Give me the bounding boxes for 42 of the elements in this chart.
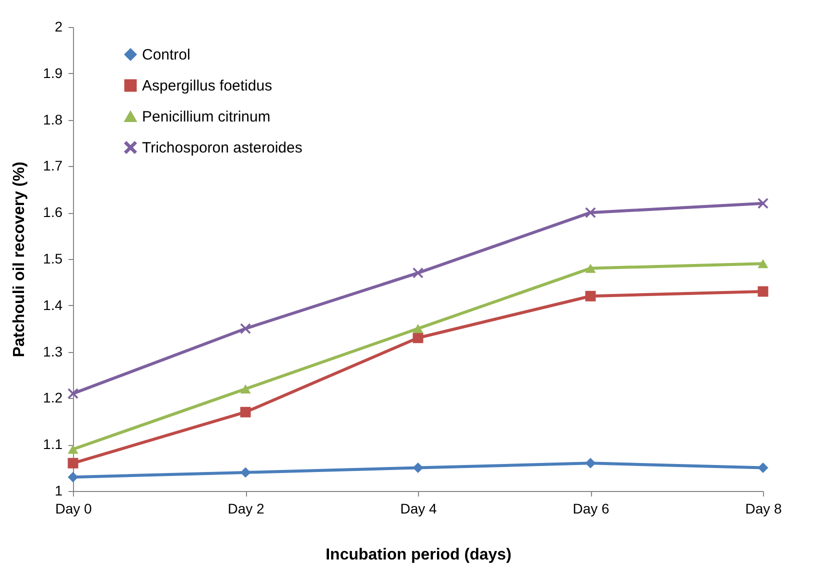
- point: [68, 388, 78, 399]
- x-tick-label: Day 4: [400, 500, 437, 516]
- y-tick-label: 1.2: [43, 390, 63, 406]
- point: [68, 444, 78, 454]
- point: [412, 324, 424, 334]
- point: [585, 458, 596, 468]
- legend-label: Trichosporon asteroides: [142, 140, 302, 156]
- y-tick-label: 1.3: [43, 343, 63, 360]
- point: [585, 290, 596, 302]
- y-tick-label: 1.6: [43, 204, 63, 220]
- y-tick-label: 1.8: [43, 111, 63, 128]
- y-tick-label: 1.9: [43, 64, 63, 81]
- point: [412, 268, 424, 278]
- point: [758, 286, 768, 297]
- y-tick-label: 1.4: [43, 296, 63, 313]
- point: [68, 472, 78, 482]
- y-tick-label: 1: [54, 482, 63, 498]
- y-tick-label: 2: [54, 18, 63, 34]
- legend-label: Penicillium citrinum: [142, 108, 270, 126]
- legend-label: Aspergillus foetidus: [142, 78, 272, 94]
- x-tick-label: Day 6: [572, 500, 610, 516]
- legend-label: Control: [142, 46, 190, 64]
- point: [758, 198, 768, 209]
- point: [758, 259, 768, 268]
- point: [240, 467, 251, 478]
- y-tick-label: 1.1: [43, 436, 63, 452]
- y-tick-label: 1.5: [43, 250, 63, 266]
- x-tick-label: Day 0: [55, 500, 92, 516]
- point: [585, 264, 596, 273]
- point: [758, 462, 768, 474]
- point: [412, 462, 424, 474]
- x-tick-label: Day 8: [745, 500, 782, 516]
- point: [585, 207, 596, 218]
- point: [240, 406, 251, 418]
- point: [240, 323, 251, 334]
- x-tick-label: Day 2: [228, 500, 264, 516]
- y-tick-label: 1.7: [43, 158, 63, 174]
- y-axis-title: Patchouli oil recovery (%): [11, 162, 28, 358]
- point: [412, 332, 424, 344]
- x-axis-title: Incubation period (days): [326, 546, 512, 564]
- point: [240, 384, 251, 394]
- point: [68, 458, 78, 468]
